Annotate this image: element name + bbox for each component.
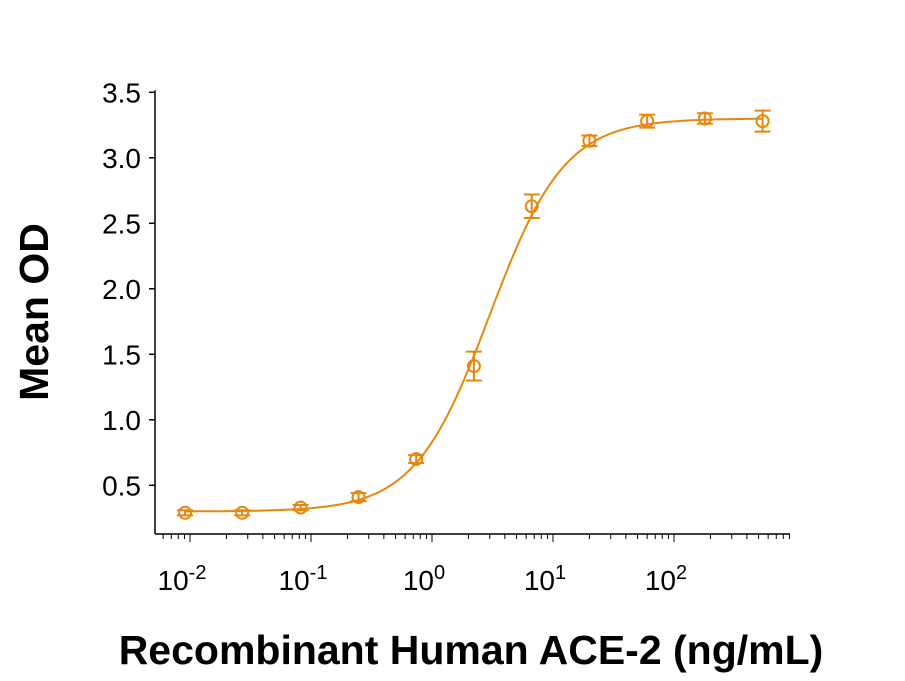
x-tick-base: 10 xyxy=(645,565,676,596)
x-tick-label: 10-1 xyxy=(279,562,328,596)
x-tick-exponent: -2 xyxy=(189,562,207,584)
y-axis-label: Mean OD xyxy=(11,223,57,401)
y-tick-label: 3.0 xyxy=(102,143,141,174)
data-point xyxy=(408,452,425,467)
x-axis-label: Recombinant Human ACE-2 (ng/mL) xyxy=(119,627,824,673)
point-marker xyxy=(466,359,481,374)
data-point xyxy=(465,350,482,382)
x-tick-label: 100 xyxy=(403,562,445,596)
data-points xyxy=(177,109,771,520)
point-marker xyxy=(697,111,712,126)
axes: 0.51.01.52.02.53.03.510-2 10-1 100 101 102 xyxy=(102,77,790,596)
data-point xyxy=(350,490,367,505)
x-tick-label: 101 xyxy=(524,562,566,596)
y-tick-label: 3.5 xyxy=(102,77,141,108)
point-marker xyxy=(409,452,424,467)
data-point xyxy=(581,133,598,148)
x-tick-label: 102 xyxy=(645,562,687,596)
y-tick-label: 1.0 xyxy=(102,405,141,436)
x-tick-base: 10 xyxy=(524,565,555,596)
point-marker xyxy=(235,505,250,520)
fit-curve xyxy=(185,117,763,513)
x-tick-exponent: 2 xyxy=(676,562,687,584)
y-tick-label: 0.5 xyxy=(102,470,141,501)
x-tick-base: 10 xyxy=(403,565,434,596)
x-tick-exponent: -1 xyxy=(310,562,328,584)
y-tick-label: 2.5 xyxy=(102,208,141,239)
data-point xyxy=(177,505,194,520)
point-marker xyxy=(755,114,770,129)
data-point xyxy=(639,113,656,129)
y-tick-label: 1.5 xyxy=(102,339,141,370)
y-tick-label: 2.0 xyxy=(102,274,141,305)
data-point xyxy=(292,500,309,515)
x-tick-base: 10 xyxy=(279,565,310,596)
point-marker xyxy=(640,114,655,129)
x-tick-base: 10 xyxy=(158,565,189,596)
point-marker xyxy=(178,505,193,520)
point-marker xyxy=(524,199,539,214)
point-marker xyxy=(351,490,366,505)
x-tick-label: 10-2 xyxy=(158,562,207,596)
data-point xyxy=(754,109,771,133)
data-point xyxy=(234,505,251,520)
point-marker xyxy=(582,133,597,148)
data-point xyxy=(523,193,540,220)
data-point xyxy=(696,111,713,126)
point-marker xyxy=(293,500,308,515)
x-tick-exponent: 1 xyxy=(555,562,566,584)
x-tick-exponent: 0 xyxy=(434,562,445,584)
